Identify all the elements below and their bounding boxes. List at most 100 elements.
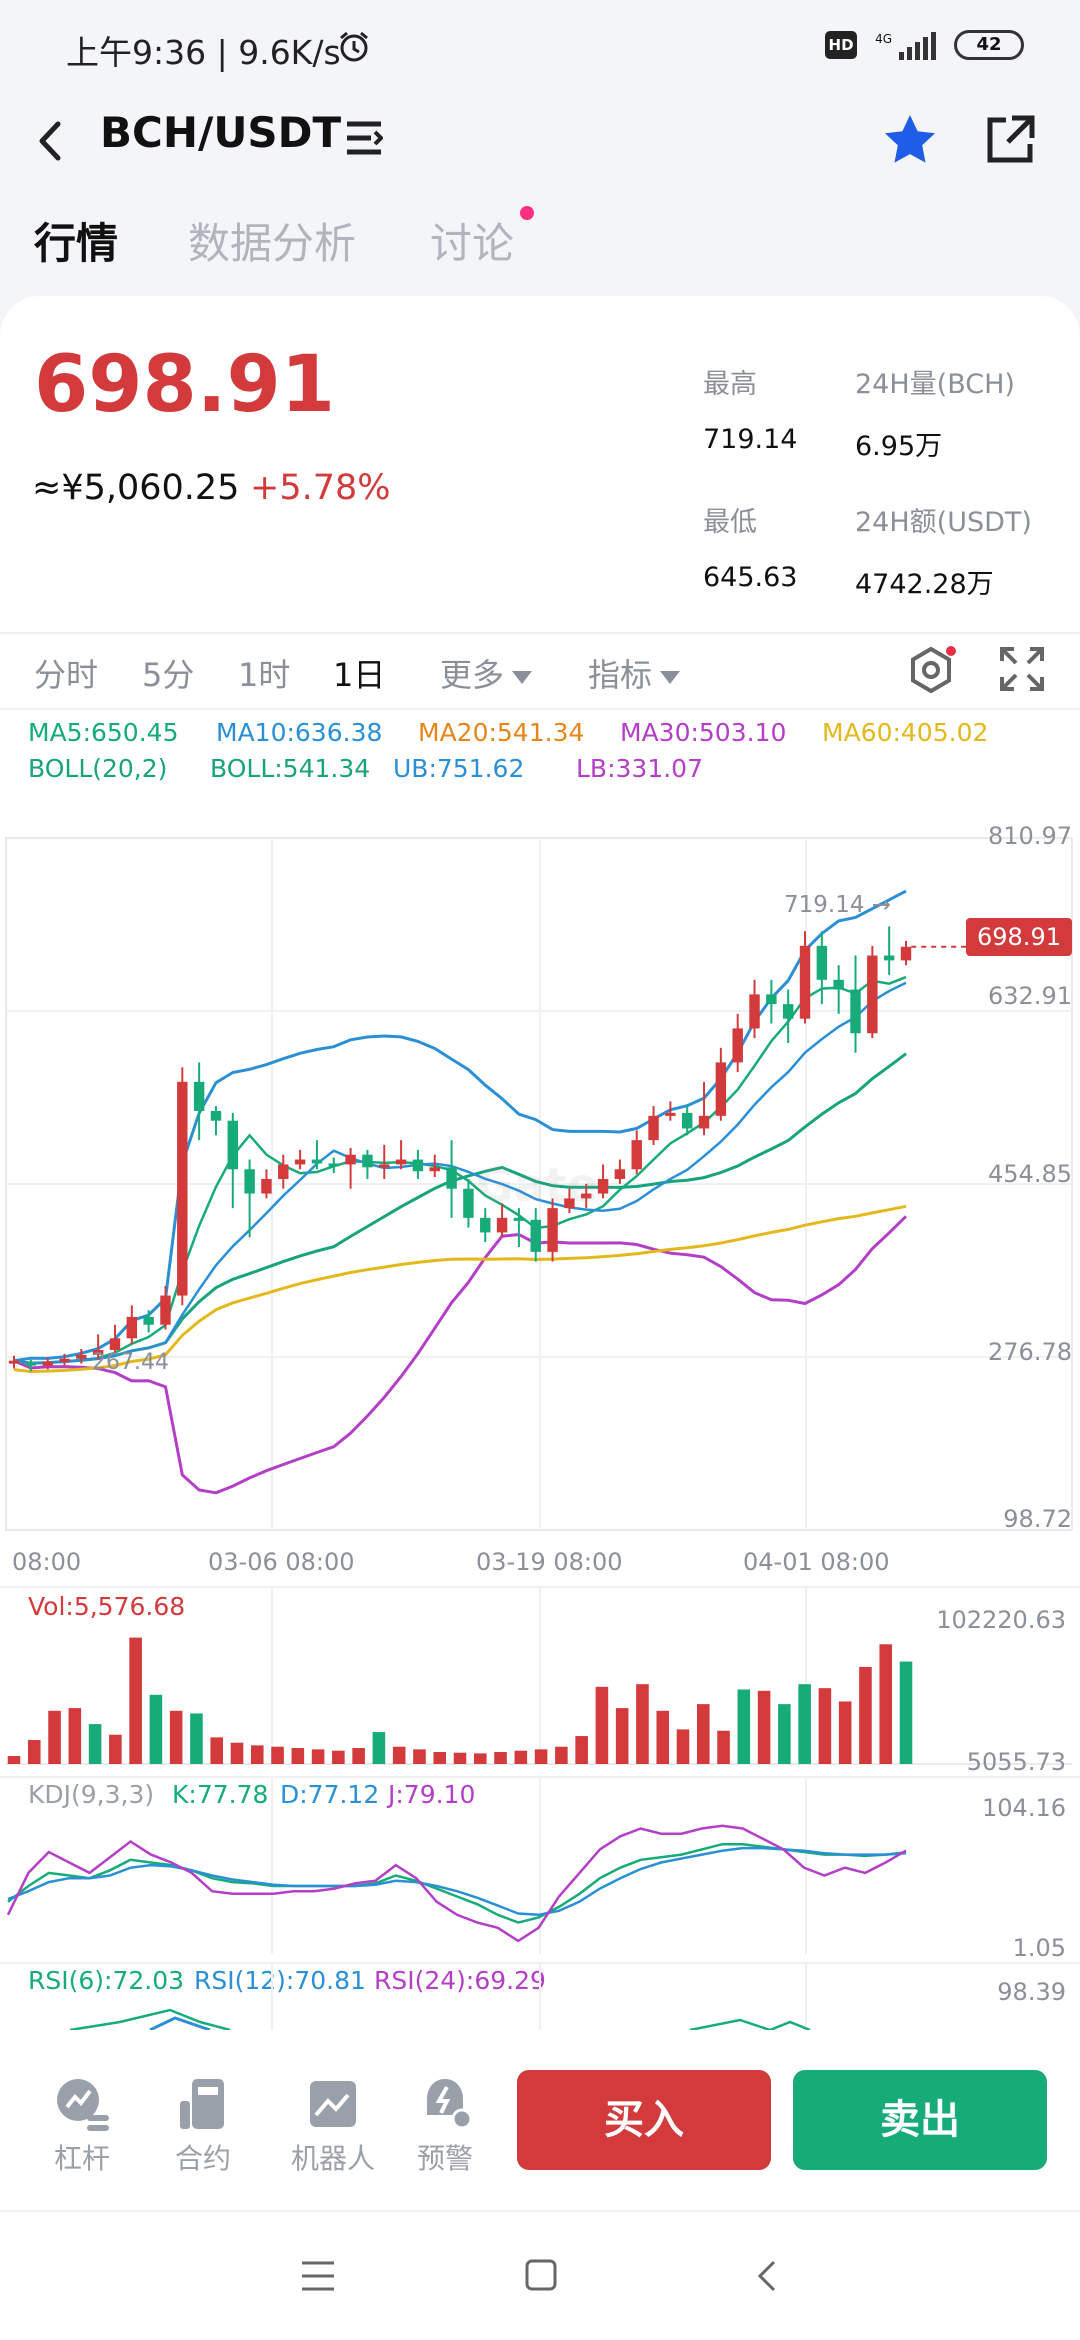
amount-value: 4742.28万 [855,569,994,600]
sell-button[interactable]: 卖出 [793,2070,1047,2170]
y-axis-label: 98.72 [1003,1505,1072,1533]
robot-button[interactable]: 机器人 [278,2075,388,2177]
kdj-axis-min: 1.05 [1012,1934,1066,1962]
volume-bar [859,1666,872,1764]
x-axis-label: 03-19 08:00 [476,1548,623,1576]
contract-label: 合约 [174,2142,231,2175]
kdj-axis-max: 104.16 [982,1794,1066,1822]
candle-body [480,1217,491,1233]
candle-body [311,1159,323,1164]
ma20-label: MA20:541.34 [418,718,585,747]
indicator-menu[interactable]: 指标 [588,650,681,696]
volume-label: Vol:5,576.68 [28,1592,186,1621]
x-axis-label: 08:00 [12,1548,82,1576]
volume-bar [169,1710,183,1764]
boll-mid-label: BOLL:541.34 [210,754,371,783]
candle-body [160,1295,171,1325]
tab-data-analysis[interactable]: 数据分析 [188,219,357,268]
alert-icon [427,2079,473,2130]
pair-switch-icon[interactable] [345,120,383,156]
tab-discussion[interactable]: 讨论 [430,219,515,268]
interval-more[interactable]: 更多 [440,650,533,696]
candle-body [648,1115,659,1141]
volume-bar [737,1689,751,1764]
candle-body [429,1167,440,1172]
rsi-axis-max: 98.39 [997,1978,1066,2006]
candle-body [362,1154,373,1168]
candle-body [782,1004,794,1019]
candle-body [867,955,878,1034]
back-icon[interactable] [30,116,70,166]
interval-1h[interactable]: 1时 [238,656,291,694]
volume-bar [899,1661,913,1764]
fullscreen-icon[interactable] [998,645,1046,693]
volume-bar [230,1742,244,1764]
kdj-j-label: J:79.10 [388,1780,476,1809]
volume-bar [696,1704,710,1764]
candle-body [261,1178,272,1194]
ma60-label: MA60:405.02 [822,718,989,747]
boll-lb-label: LB:331.07 [576,754,703,783]
kdj-chart [6,1778,907,1954]
candle-body [698,1115,710,1129]
rsi6-line [69,2008,231,2030]
low-marker: 267.44 [92,1350,169,1375]
candlestick-chart[interactable] [0,818,1080,1538]
candle-body [547,1208,558,1252]
volume-bar [838,1701,852,1764]
tab-market[interactable]: 行情 [31,210,121,271]
interval-1d[interactable]: 1日 [333,656,386,694]
candle-body [278,1164,289,1179]
candle-body [244,1169,255,1194]
ma60-line [13,1204,907,1374]
favorite-star-icon[interactable] [880,110,940,170]
divider [0,1962,1080,1964]
candle-body [8,1360,20,1364]
menu-icon[interactable] [300,2260,336,2292]
candle-body [463,1188,474,1218]
share-icon[interactable] [980,110,1040,170]
pair-title[interactable]: BCH/USDT [100,108,342,157]
alarm-icon [340,31,368,62]
volume-bar [48,1710,61,1764]
volume-bar [68,1708,82,1764]
interval-5m[interactable]: 5分 [142,656,195,694]
candle-body [900,946,912,961]
interval-timeline[interactable]: 分时 [34,656,99,694]
rsi12-label: RSI(12):70.81 [194,1966,366,1995]
cny-price: ≈¥5,060.25 [32,468,240,508]
current-price-tag: 698.91 [966,918,1072,956]
volume-bar [534,1749,548,1764]
back-nav-icon[interactable] [752,2258,782,2294]
leverage-button[interactable]: 杠杆 [37,2075,127,2177]
watermark: Gate [476,1158,598,1212]
candle-body [715,1062,727,1116]
kdj-k-line [7,1842,907,1924]
low-label: 最低 [703,507,757,538]
contract-button[interactable]: 合约 [158,2075,248,2177]
candle-body [816,945,828,980]
leverage-icon [57,2079,109,2131]
robot-icon [310,2081,356,2127]
boll-label: BOLL(20,2) [28,754,168,783]
vol-axis-min: 5055.73 [966,1748,1066,1776]
buy-button[interactable]: 买入 [517,2070,771,2170]
indicator-menu-label: 指标 [588,656,653,694]
tab-bar: 行情 数据分析 讨论 [0,200,1080,290]
candle-body [766,994,777,1005]
ma5-line [13,975,907,1365]
amount-label: 24H额(USDT) [855,507,1032,538]
y-axis-label: 454.85 [988,1160,1072,1188]
volume-bar [514,1750,528,1764]
top-nav: BCH/USDT [0,96,1080,186]
candle-body [328,1163,339,1167]
home-icon[interactable] [524,2258,558,2292]
candle-body [749,994,760,1029]
candle-body [564,1198,575,1209]
alert-button[interactable]: 预警 [400,2075,490,2177]
chart-settings-icon[interactable] [906,645,956,695]
volume-bar [7,1756,21,1764]
volume-chart [6,1588,1072,1765]
kdj-k-label: K:77.78 [172,1780,269,1809]
candle-body [177,1081,188,1296]
